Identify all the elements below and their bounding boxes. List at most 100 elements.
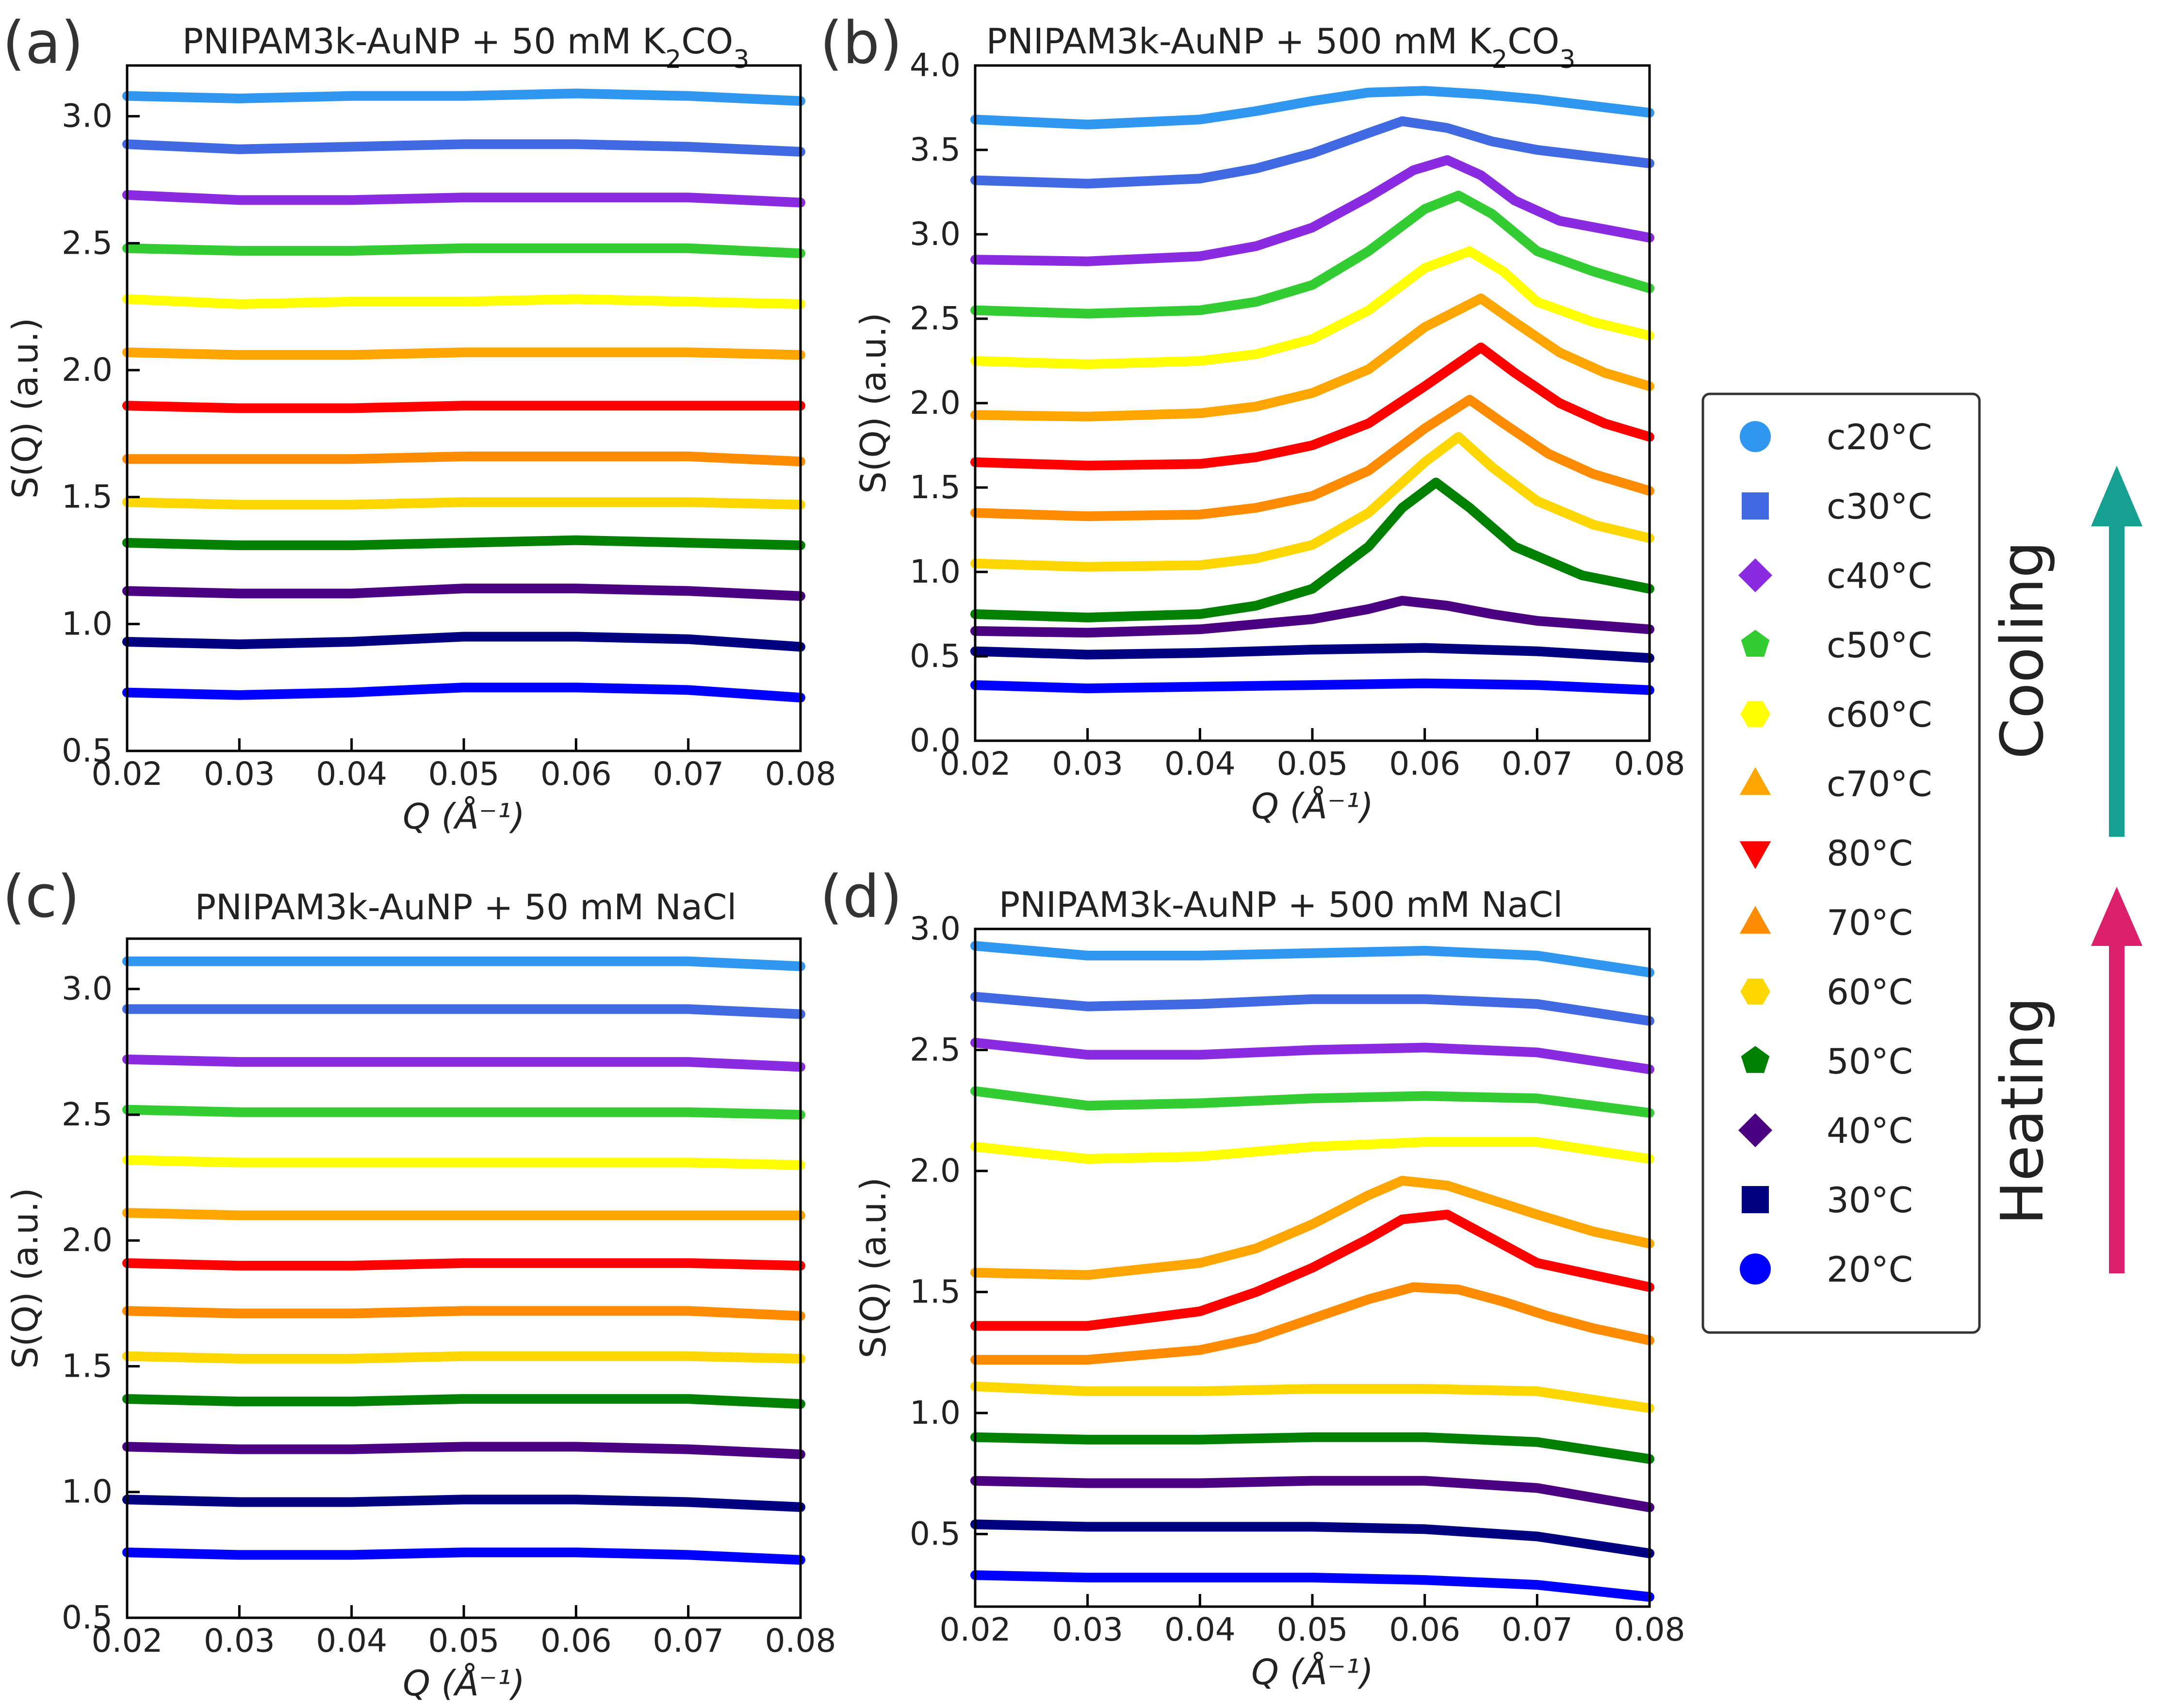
series-line-c20c bbox=[122, 88, 805, 106]
x-tick-label: 0.02 bbox=[940, 745, 1011, 782]
series-line-80c bbox=[122, 401, 805, 413]
y-tick-label: 1.5 bbox=[910, 1273, 961, 1310]
x-tick-label: 0.03 bbox=[204, 755, 275, 793]
series-line-20c bbox=[122, 1547, 805, 1565]
series-line-c60c bbox=[970, 246, 1654, 369]
x-tick-label: 0.08 bbox=[765, 755, 836, 793]
legend-marker-square bbox=[1742, 492, 1769, 520]
legend-marker-diamond bbox=[1738, 1113, 1772, 1147]
x-tick-label: 0.04 bbox=[1164, 1611, 1236, 1648]
series-line-c40c bbox=[970, 1038, 1654, 1074]
panel-d-series-group bbox=[970, 941, 1654, 1602]
y-tick-label: 1.0 bbox=[62, 1473, 113, 1511]
x-tick-label: 0.07 bbox=[1502, 1611, 1573, 1648]
series-line-c50c bbox=[970, 191, 1654, 319]
x-tick-label: 0.02 bbox=[92, 1622, 163, 1659]
panel-d: (d) PNIPAM3k-AuNP + 500 mM NaCl 0.02 0.03… bbox=[820, 863, 1685, 1692]
y-tick-label: 1.0 bbox=[910, 1394, 961, 1431]
legend-marker-diamond bbox=[1738, 558, 1772, 592]
x-tick-label: 0.07 bbox=[653, 755, 724, 793]
series-line-c40c bbox=[122, 1054, 805, 1072]
series-line-c50c bbox=[122, 243, 805, 259]
legend-label: 80°C bbox=[1827, 833, 1913, 874]
legend-item: 50°C bbox=[1741, 1041, 1913, 1082]
panel-c-letter: (c) bbox=[2, 863, 80, 931]
x-tick-label: 0.03 bbox=[1052, 745, 1123, 782]
series-line-80c bbox=[970, 342, 1654, 471]
series-line-80c bbox=[122, 1258, 805, 1271]
panel-c: (c) PNIPAM3k-AuNP + 50 mM NaCl 0.02 0.03 0… bbox=[2, 863, 836, 1704]
series-line-50c bbox=[970, 1432, 1654, 1464]
legend-marker-triangle-up bbox=[1739, 767, 1771, 795]
x-tick-label: 0.06 bbox=[1389, 745, 1460, 782]
temperature-arrows: Cooling Heating bbox=[1989, 466, 2142, 1273]
series-line-c30c bbox=[970, 992, 1654, 1026]
y-tick-label: 1.5 bbox=[62, 1347, 113, 1384]
panel-a-letter: (a) bbox=[2, 10, 83, 77]
y-tick-label: 3.0 bbox=[910, 910, 961, 947]
y-tick-label: 0.0 bbox=[910, 722, 961, 759]
legend-label: c40°C bbox=[1827, 555, 1932, 596]
series-line-60c bbox=[122, 497, 805, 510]
x-tick-label: 0.02 bbox=[940, 1611, 1011, 1648]
series-line-c30c bbox=[970, 116, 1654, 189]
panel-a-title: PNIPAM3k-AuNP + 50 mM K2CO3 bbox=[182, 21, 750, 74]
legend-item: 20°C bbox=[1740, 1249, 1913, 1290]
panel-a: (a) PNIPAM3k-AuNP + 50 mM K2CO3 0.02 0.03… bbox=[2, 10, 836, 837]
x-tick-label: 0.05 bbox=[428, 755, 500, 793]
y-tick-label: 0.5 bbox=[910, 637, 961, 675]
x-tick-label: 0.05 bbox=[428, 1622, 500, 1659]
series-line-70c bbox=[970, 395, 1654, 521]
x-tick-label: 0.05 bbox=[1277, 1611, 1348, 1648]
x-tick-label: 0.06 bbox=[540, 755, 612, 793]
heating-arrow-shaft bbox=[2109, 939, 2124, 1273]
legend-marker-circle bbox=[1740, 1253, 1771, 1285]
legend-item: 60°C bbox=[1740, 972, 1913, 1012]
legend-label: 30°C bbox=[1827, 1180, 1913, 1220]
panel-b-y-axis-label: S(Q) (a.u.) bbox=[853, 312, 894, 493]
y-tick-label: 2.5 bbox=[62, 224, 113, 261]
series-line-60c bbox=[970, 432, 1654, 572]
series-line-20c bbox=[122, 683, 805, 703]
panel-b-title: PNIPAM3k-AuNP + 500 mM K2CO3 bbox=[986, 21, 1576, 74]
series-line-60c bbox=[122, 1351, 805, 1364]
x-tick-label: 0.07 bbox=[653, 1622, 724, 1659]
legend-marker-pentagon bbox=[1741, 1046, 1770, 1073]
panel-d-title: PNIPAM3k-AuNP + 500 mM NaCl bbox=[999, 884, 1563, 925]
x-tick-label: 0.06 bbox=[540, 1622, 612, 1659]
series-line-c70c bbox=[970, 1175, 1654, 1280]
legend-marker-triangle-down bbox=[1739, 841, 1771, 869]
legend-label: c30°C bbox=[1827, 486, 1932, 527]
legend-label: 70°C bbox=[1827, 902, 1913, 943]
heating-label: Heating bbox=[1989, 997, 2057, 1225]
legend-label: 20°C bbox=[1827, 1249, 1913, 1290]
legend: c20°C c30°C c40°C c50°C c60°C c70°C 80°C 70°C 60… bbox=[1701, 392, 1981, 1334]
legend-label: c20°C bbox=[1827, 417, 1932, 457]
series-line-50c bbox=[122, 535, 805, 551]
x-tick-label: 0.04 bbox=[316, 755, 387, 793]
y-tick-label: 1.5 bbox=[910, 469, 961, 506]
x-tick-label: 0.08 bbox=[765, 1622, 836, 1659]
x-tick-label: 0.08 bbox=[1614, 1611, 1685, 1648]
series-line-c30c bbox=[122, 139, 805, 157]
series-line-c40c bbox=[970, 155, 1654, 266]
legend-item: 40°C bbox=[1738, 1110, 1913, 1151]
y-tick-label: 1.0 bbox=[62, 605, 113, 642]
legend-label: c50°C bbox=[1827, 625, 1932, 666]
cooling-arrow-head bbox=[2091, 466, 2142, 526]
y-tick-label: 3.5 bbox=[910, 131, 961, 168]
y-tick-label: 2.5 bbox=[910, 1031, 961, 1068]
series-line-c50c bbox=[970, 1086, 1654, 1118]
panel-c-title: PNIPAM3k-AuNP + 50 mM NaCl bbox=[195, 887, 737, 927]
legend-item: c30°C bbox=[1742, 486, 1932, 527]
panel-c-y-axis-label: S(Q) (a.u.) bbox=[5, 1187, 46, 1368]
x-tick-label: 0.05 bbox=[1277, 745, 1348, 782]
series-line-c20c bbox=[970, 86, 1654, 130]
panel-c-series-group bbox=[122, 956, 805, 1565]
series-line-50c bbox=[122, 1394, 805, 1409]
y-tick-label: 3.0 bbox=[62, 98, 113, 135]
panel-b-letter: (b) bbox=[820, 10, 902, 77]
series-line-30c bbox=[122, 632, 805, 652]
y-tick-label: 4.0 bbox=[910, 47, 961, 84]
